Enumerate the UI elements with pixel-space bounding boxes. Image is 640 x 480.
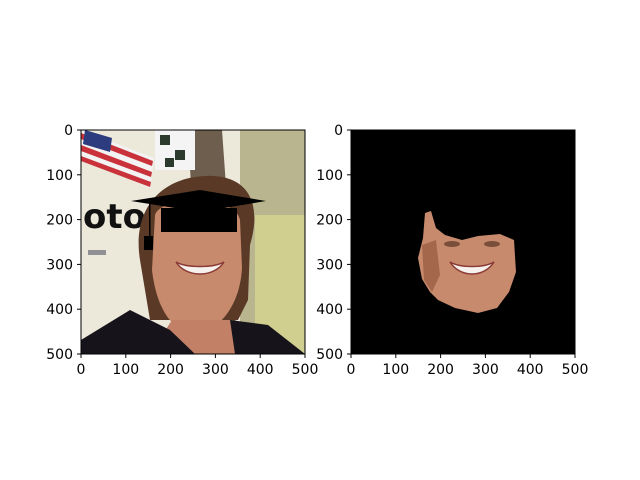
right-y-tick-label: 0 <box>334 123 343 139</box>
left-x-tick-label: 200 <box>157 362 184 378</box>
left-y-tick-label: 300 <box>46 257 73 273</box>
right-x-tick-label: 100 <box>382 362 409 378</box>
right-y-tick-label: 400 <box>316 302 343 318</box>
left-x-tick-label: 500 <box>292 362 319 378</box>
left-y-tick-label: 100 <box>46 168 73 184</box>
right-x-tick-label: 300 <box>472 362 499 378</box>
right-y-tick-label: 300 <box>316 257 343 273</box>
right-y-tick-label: 500 <box>316 347 343 363</box>
left-x-ticks: 0 100 200 300 400 500 <box>77 354 319 378</box>
right-y-tick-label: 100 <box>316 168 343 184</box>
left-x-tick-label: 300 <box>202 362 229 378</box>
right-x-tick-label: 400 <box>517 362 544 378</box>
right-x-tick-label: 200 <box>427 362 454 378</box>
left-y-tick-label: 0 <box>64 123 73 139</box>
left-y-ticks: 0 100 200 300 400 500 <box>46 123 81 363</box>
flag-graphic <box>81 130 154 188</box>
graduation-cap-graphic <box>131 190 266 250</box>
left-x-tick-label: 400 <box>247 362 274 378</box>
left-y-tick-label: 200 <box>46 213 73 229</box>
right-x-tick-label: 0 <box>347 362 356 378</box>
right-axes: 0 100 200 300 400 500 0 100 200 300 400 500 <box>316 123 588 378</box>
left-x-tick-label: 100 <box>112 362 139 378</box>
left-image: oto <box>81 130 305 354</box>
sign-text: oto <box>83 197 146 237</box>
left-axes-frame <box>80 129 306 355</box>
left-y-tick-label: 500 <box>46 347 73 363</box>
right-y-ticks: 0 100 200 300 400 500 <box>316 123 351 363</box>
right-x-ticks: 0 100 200 300 400 500 <box>347 354 589 378</box>
eye-bar <box>161 208 237 232</box>
right-axes-frame <box>350 129 576 355</box>
left-x-tick-label: 0 <box>77 362 86 378</box>
right-image <box>418 211 516 313</box>
right-y-tick-label: 200 <box>316 213 343 229</box>
right-x-tick-label: 500 <box>562 362 589 378</box>
left-y-tick-label: 400 <box>46 302 73 318</box>
